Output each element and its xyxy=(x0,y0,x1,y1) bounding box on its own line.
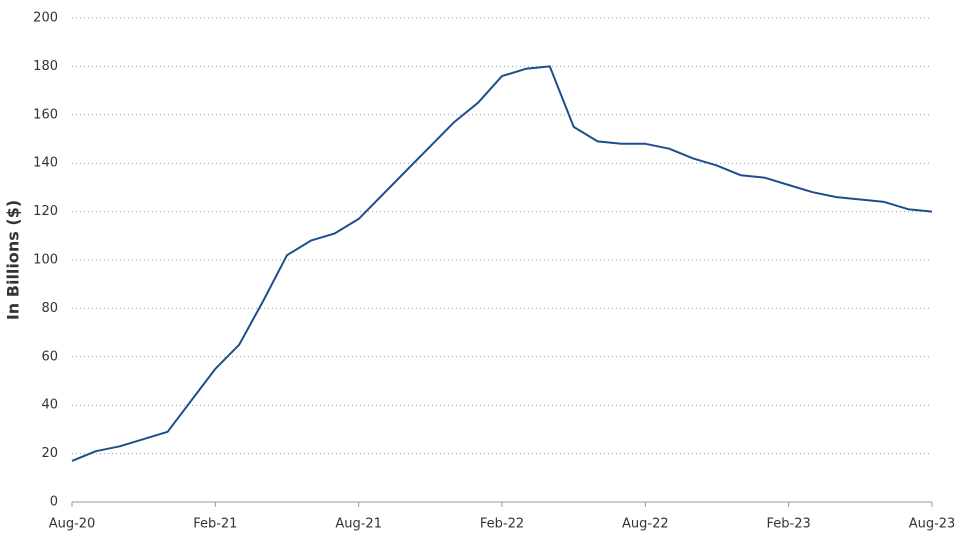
x-tick-label: Aug-23 xyxy=(909,517,956,532)
y-tick-label: 60 xyxy=(41,349,58,364)
y-tick-label: 160 xyxy=(33,107,58,122)
y-tick-label: 140 xyxy=(33,156,58,171)
y-tick-label: 80 xyxy=(41,301,58,316)
y-axis-label: In Billions ($) xyxy=(4,200,23,320)
y-tick-label: 20 xyxy=(41,446,58,461)
x-tick-label: Aug-21 xyxy=(335,517,382,532)
y-tick-label: 180 xyxy=(33,59,58,74)
y-tick-label: 40 xyxy=(41,398,58,413)
x-tick-label: Feb-23 xyxy=(767,517,811,532)
y-tick-label: 0 xyxy=(50,495,58,510)
line-series xyxy=(71,65,933,462)
y-tick-label: 120 xyxy=(33,204,58,219)
x-tick-label: Aug-20 xyxy=(49,517,96,532)
x-tick-label: Feb-21 xyxy=(193,517,237,532)
x-tick-label: Feb-22 xyxy=(480,517,524,532)
x-tick-label: Aug-22 xyxy=(622,517,669,532)
y-tick-label: 200 xyxy=(33,11,58,26)
y-tick-label: 100 xyxy=(33,253,58,268)
